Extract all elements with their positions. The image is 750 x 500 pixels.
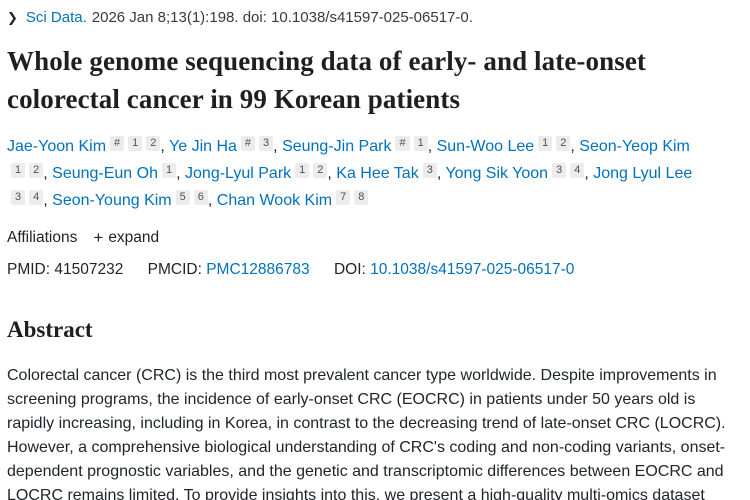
- author-separator: ,: [436, 165, 446, 182]
- affiliations-label: Affiliations: [7, 229, 78, 246]
- author-separator: ,: [570, 138, 580, 155]
- authors-list: Jae-Yoon Kim #1 2, Ye Jin Ha #3, Seung-Jin …: [7, 133, 740, 214]
- pmcid-link[interactable]: PMC12886783: [206, 261, 310, 278]
- author-affiliation-badge[interactable]: 1: [413, 136, 428, 151]
- author-affiliation-badge[interactable]: #: [110, 136, 125, 151]
- author-affiliation-badge[interactable]: 2: [29, 163, 44, 178]
- author-affiliation-badge[interactable]: 1: [295, 163, 310, 178]
- author-affiliation-badge[interactable]: 3: [259, 136, 274, 151]
- author-link[interactable]: Seon-Yeop Kim: [579, 138, 690, 155]
- author-separator: ,: [427, 138, 437, 155]
- author-affiliation-badge[interactable]: 7: [336, 190, 351, 205]
- author-link[interactable]: Sun-Woo Lee: [436, 138, 535, 155]
- author-affiliation-badge[interactable]: 3: [552, 163, 567, 178]
- author-link[interactable]: Seung-Jin Park: [282, 138, 392, 155]
- pmid-value: 41507232: [54, 261, 124, 278]
- expand-label: expand: [108, 229, 160, 246]
- author-separator: ,: [273, 138, 283, 155]
- author-link[interactable]: Ka Hee Tak: [336, 165, 419, 182]
- author-affiliation-badge[interactable]: 1: [162, 163, 177, 178]
- identifiers-row: PMID: 41507232 PMCID: PMC12886783 DOI: 1…: [7, 261, 740, 279]
- author-separator: ,: [207, 192, 217, 209]
- author-link[interactable]: Ye Jin Ha: [169, 138, 237, 155]
- journal-citation-bar: ❯ Sci Data. 2026 Jan 8;13(1):198. doi: 1…: [7, 8, 740, 28]
- author-separator: ,: [584, 165, 594, 182]
- author-affiliation-badge[interactable]: 3: [422, 163, 437, 178]
- pmcid-label: PMCID:: [147, 261, 202, 278]
- abstract-heading: Abstract: [7, 317, 93, 342]
- author-separator: ,: [43, 192, 53, 209]
- journal-dropdown-chevron-icon[interactable]: ❯: [7, 10, 18, 25]
- author-affiliation-badge[interactable]: 1: [538, 136, 553, 151]
- author-link[interactable]: Jae-Yoon Kim: [7, 138, 107, 155]
- author-link[interactable]: Jong Lyul Lee: [593, 165, 693, 182]
- abstract-text: Colorectal cancer (CRC) is the third mos…: [7, 367, 726, 500]
- affiliations-row: Affiliations + expand: [7, 228, 740, 248]
- author-affiliation-badge[interactable]: 4: [29, 190, 44, 205]
- journal-link[interactable]: Sci Data.: [25, 9, 87, 26]
- author-affiliation-badge[interactable]: 5: [175, 190, 190, 205]
- author-link[interactable]: Chan Wook Kim: [216, 192, 333, 209]
- author-separator: ,: [327, 165, 337, 182]
- author-affiliation-badge[interactable]: 3: [11, 190, 26, 205]
- plus-icon: +: [93, 228, 104, 247]
- citation-text: 2026 Jan 8;13(1):198. doi: 10.1038/s4159…: [91, 9, 473, 26]
- author-separator: ,: [176, 165, 186, 182]
- author-affiliation-badge[interactable]: 1: [128, 136, 143, 151]
- pmid-label: PMID:: [7, 261, 51, 278]
- author-separator: ,: [43, 165, 53, 182]
- author-affiliation-badge[interactable]: 2: [146, 136, 161, 151]
- author-separator: ,: [160, 138, 170, 155]
- author-link[interactable]: Seon-Young Kim: [52, 192, 172, 209]
- doi-label: DOI:: [333, 261, 366, 278]
- author-affiliation-badge[interactable]: 6: [193, 190, 208, 205]
- doi-link[interactable]: 10.1038/s41597-025-06517-0: [370, 261, 575, 278]
- author-affiliation-badge[interactable]: 2: [313, 163, 328, 178]
- author-affiliation-badge[interactable]: #: [395, 136, 410, 151]
- author-link[interactable]: Jong-Lyul Park: [185, 165, 292, 182]
- pmcid-pair: PMCID: PMC12886783: [148, 261, 310, 278]
- author-link[interactable]: Seung-Eun Oh: [52, 165, 158, 182]
- doi-pair: DOI: 10.1038/s41597-025-06517-0: [334, 261, 574, 278]
- author-affiliation-badge[interactable]: 2: [556, 136, 571, 151]
- author-affiliation-badge[interactable]: 4: [570, 163, 585, 178]
- article-title: Whole genome sequencing data of early- a…: [7, 46, 647, 114]
- author-link[interactable]: Yong Sik Yoon: [445, 165, 549, 182]
- pmid-pair: PMID: 41507232: [7, 261, 123, 278]
- author-affiliation-badge[interactable]: #: [240, 136, 256, 151]
- author-affiliation-badge[interactable]: 8: [354, 190, 369, 205]
- expand-affiliations-button[interactable]: + expand: [93, 228, 159, 248]
- author-affiliation-badge[interactable]: 1: [11, 163, 26, 178]
